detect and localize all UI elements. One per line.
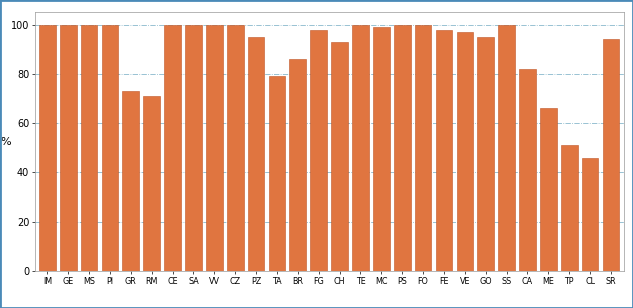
Bar xyxy=(248,37,265,271)
Bar xyxy=(456,32,473,271)
Bar xyxy=(60,25,77,271)
Bar xyxy=(123,91,139,271)
Bar xyxy=(498,25,515,271)
Bar xyxy=(582,158,598,271)
Bar xyxy=(185,25,202,271)
Bar xyxy=(603,39,619,271)
Bar xyxy=(102,25,118,271)
Bar xyxy=(519,69,536,271)
Bar xyxy=(81,25,97,271)
Bar xyxy=(310,30,327,271)
Bar xyxy=(477,37,494,271)
Bar xyxy=(331,42,348,271)
Bar xyxy=(227,25,244,271)
Bar xyxy=(352,25,369,271)
Bar xyxy=(561,145,577,271)
Bar xyxy=(540,108,556,271)
Bar xyxy=(143,96,160,271)
Y-axis label: %: % xyxy=(0,137,11,147)
Bar xyxy=(394,25,411,271)
Bar xyxy=(164,25,181,271)
Bar xyxy=(373,27,390,271)
Bar xyxy=(268,76,285,271)
Bar xyxy=(39,25,56,271)
Bar xyxy=(436,30,453,271)
Bar xyxy=(415,25,432,271)
Bar xyxy=(206,25,223,271)
Bar xyxy=(289,59,306,271)
